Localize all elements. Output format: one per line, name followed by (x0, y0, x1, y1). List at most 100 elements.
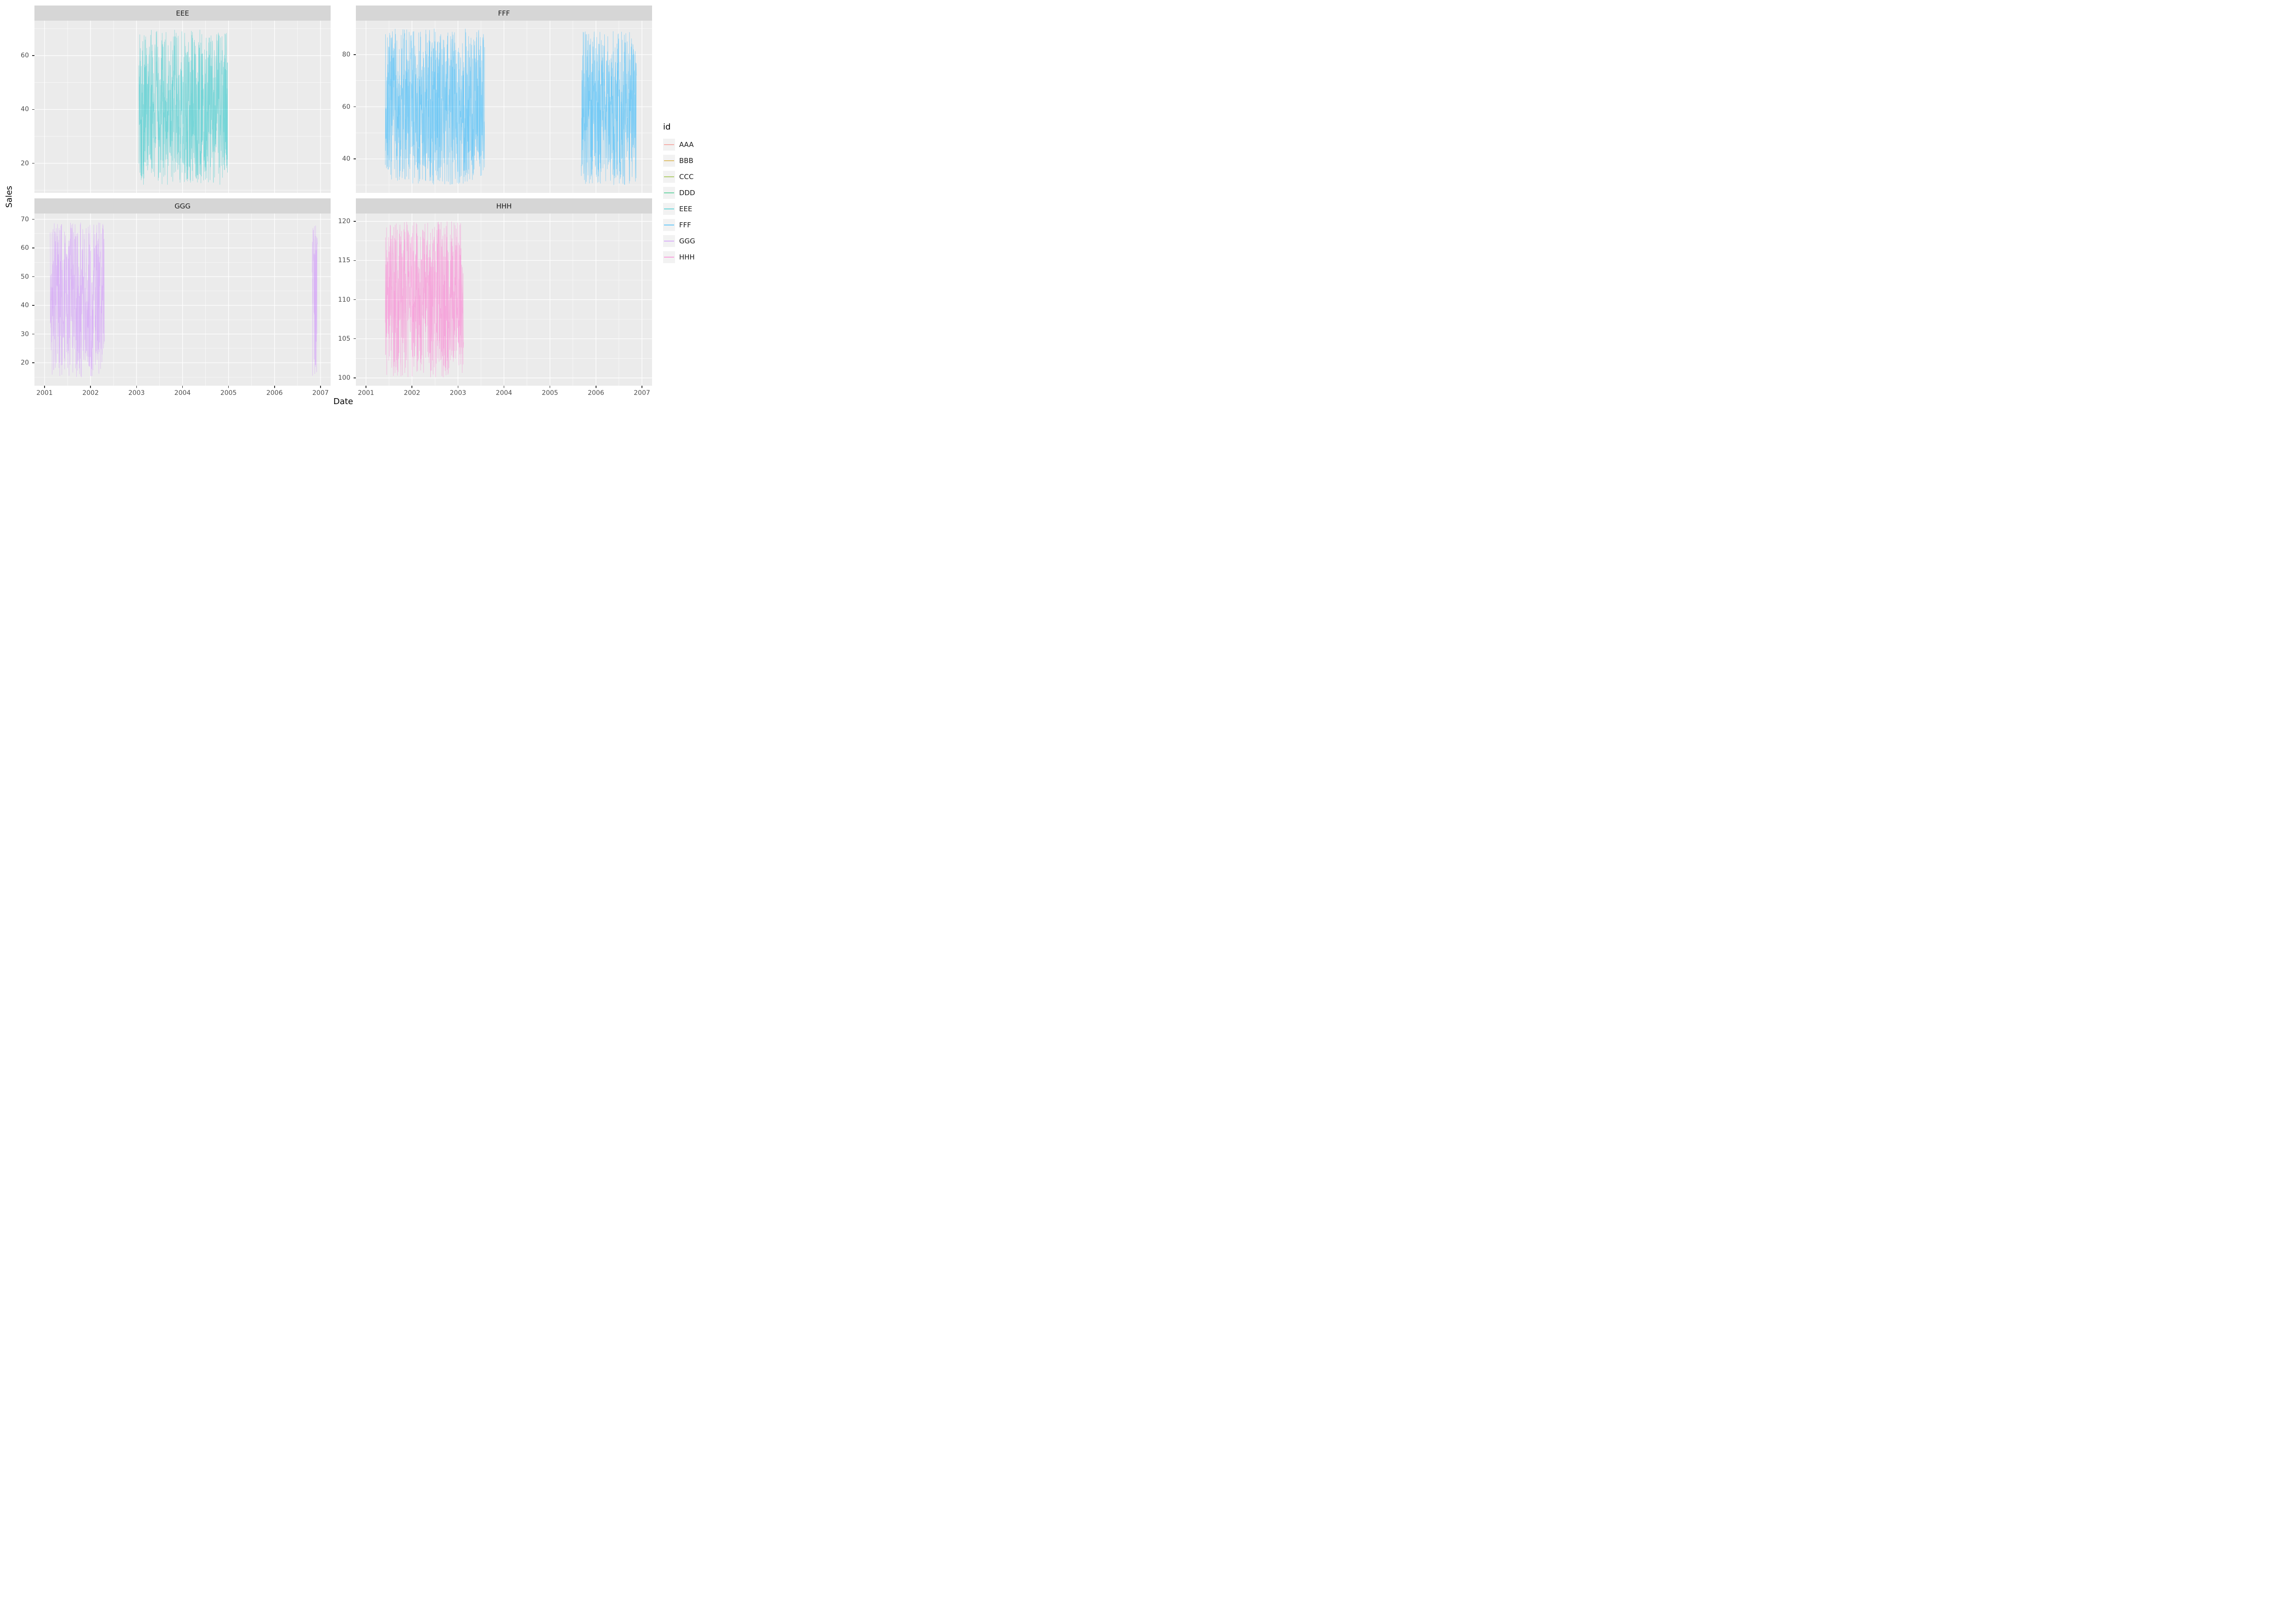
legend: id AAA BBB CCC DDD EEE FFF GGG HHH (663, 122, 710, 265)
y-tick-mark (354, 158, 356, 159)
x-tick-label: 2001 (358, 389, 374, 397)
y-tick-label: 120 (338, 218, 350, 225)
legend-label: FFF (679, 220, 691, 229)
y-tick-mark (32, 333, 34, 335)
facet-title-eee: EEE (176, 9, 189, 17)
x-tick-label: 2003 (450, 389, 467, 397)
legend-label: DDD (679, 188, 695, 197)
legend-label: GGG (679, 236, 695, 245)
legend-key-swatch (663, 251, 675, 263)
y-tick-mark (354, 377, 356, 378)
facet-strip-fff: FFF (356, 6, 652, 21)
legend-key-swatch (663, 203, 675, 215)
y-tick-label: 40 (21, 106, 29, 113)
legend-label: CCC (679, 172, 694, 181)
y-tick-label: 110 (338, 296, 350, 304)
x-tick-mark (182, 386, 183, 388)
y-tick-label: 100 (338, 374, 350, 382)
x-tick-label: 2005 (541, 389, 558, 397)
y-tick-label: 20 (21, 159, 29, 167)
x-tick-label: 2004 (174, 389, 191, 397)
y-tick-label: 40 (342, 155, 350, 163)
faceted-sales-chart: Sales Date EEE 20 40 60 FFF 40 60 80 GGG 20 30 40 50… (0, 0, 710, 410)
legend-entry-ddd: DDD (663, 185, 710, 201)
x-tick-mark (274, 386, 275, 388)
y-tick-mark (32, 276, 34, 277)
legend-key-line (664, 208, 674, 209)
legend-label: BBB (679, 156, 693, 165)
facet-fff: FFF 40 60 80 (331, 6, 652, 193)
panel-eee (34, 21, 331, 193)
legend-entry-bbb: BBB (663, 152, 710, 169)
panel-hhh (356, 214, 652, 386)
y-tick-mark (354, 338, 356, 339)
y-tick-label: 70 (21, 215, 29, 223)
x-tick-mark (228, 386, 229, 388)
x-tick-mark (136, 386, 137, 388)
y-tick-label: 80 (342, 51, 350, 58)
legend-key-line (664, 160, 674, 161)
y-tick-mark (354, 299, 356, 300)
x-tick-mark (411, 386, 412, 388)
legend-key-swatch (663, 219, 675, 231)
x-tick-label: 2002 (82, 389, 99, 397)
legend-label: AAA (679, 140, 694, 149)
x-tick-mark (320, 386, 321, 388)
facet-strip-hhh: HHH (356, 198, 652, 214)
facet-eee: EEE 20 40 60 (9, 6, 331, 193)
y-tick-label: 20 (21, 359, 29, 366)
legend-key-swatch (663, 170, 675, 183)
y-tick-label: 105 (338, 335, 350, 343)
legend-label: EEE (679, 204, 692, 213)
legend-key-line (664, 256, 674, 258)
x-tick-mark (457, 386, 459, 388)
x-tick-label: 2006 (587, 389, 604, 397)
x-tick-mark (44, 386, 45, 388)
facet-title-fff: FFF (498, 9, 510, 17)
legend-entry-hhh: HHH (663, 249, 710, 265)
x-tick-label: 2003 (128, 389, 145, 397)
x-tick-mark (90, 386, 91, 388)
legend-key-line (664, 192, 674, 193)
x-tick-mark (503, 386, 505, 388)
legend-entry-ggg: GGG (663, 233, 710, 249)
panel-fff (356, 21, 652, 193)
x-tick-label: 2002 (404, 389, 420, 397)
y-tick-mark (32, 55, 34, 56)
legend-key-line (664, 240, 674, 242)
y-tick-mark (32, 219, 34, 220)
panel-ggg (34, 214, 331, 386)
y-tick-label: 30 (21, 330, 29, 338)
legend-key-swatch (663, 154, 675, 167)
x-tick-label: 2006 (266, 389, 283, 397)
facet-hhh: HHH 100 105 110 115 120 2001 2002 2003 2004 2005 20… (331, 198, 652, 399)
legend-entries: AAA BBB CCC DDD EEE FFF GGG HHH (663, 136, 710, 265)
facet-strip-eee: EEE (34, 6, 331, 21)
y-tick-label: 115 (338, 257, 350, 264)
y-tick-mark (354, 221, 356, 222)
legend-entry-eee: EEE (663, 201, 710, 217)
y-tick-mark (354, 260, 356, 261)
legend-label: HHH (679, 253, 695, 261)
legend-entry-ccc: CCC (663, 169, 710, 185)
facet-strip-ggg: GGG (34, 198, 331, 214)
x-axis-title: Date (333, 397, 354, 406)
x-tick-mark (549, 386, 551, 388)
legend-title: id (663, 122, 671, 132)
x-tick-label: 2001 (36, 389, 53, 397)
x-tick-mark (596, 386, 597, 388)
legend-key-swatch (663, 235, 675, 247)
legend-key-line (664, 176, 674, 177)
y-tick-label: 40 (21, 302, 29, 309)
legend-entry-aaa: AAA (663, 136, 710, 152)
x-tick-label: 2007 (634, 389, 650, 397)
legend-key-swatch (663, 138, 675, 151)
x-tick-label: 2007 (312, 389, 329, 397)
y-tick-mark (32, 362, 34, 363)
y-tick-label: 60 (342, 103, 350, 111)
y-tick-mark (32, 305, 34, 306)
facet-title-ggg: GGG (174, 202, 191, 210)
x-tick-label: 2005 (220, 389, 237, 397)
y-tick-label: 50 (21, 273, 29, 281)
legend-entry-fff: FFF (663, 217, 710, 233)
